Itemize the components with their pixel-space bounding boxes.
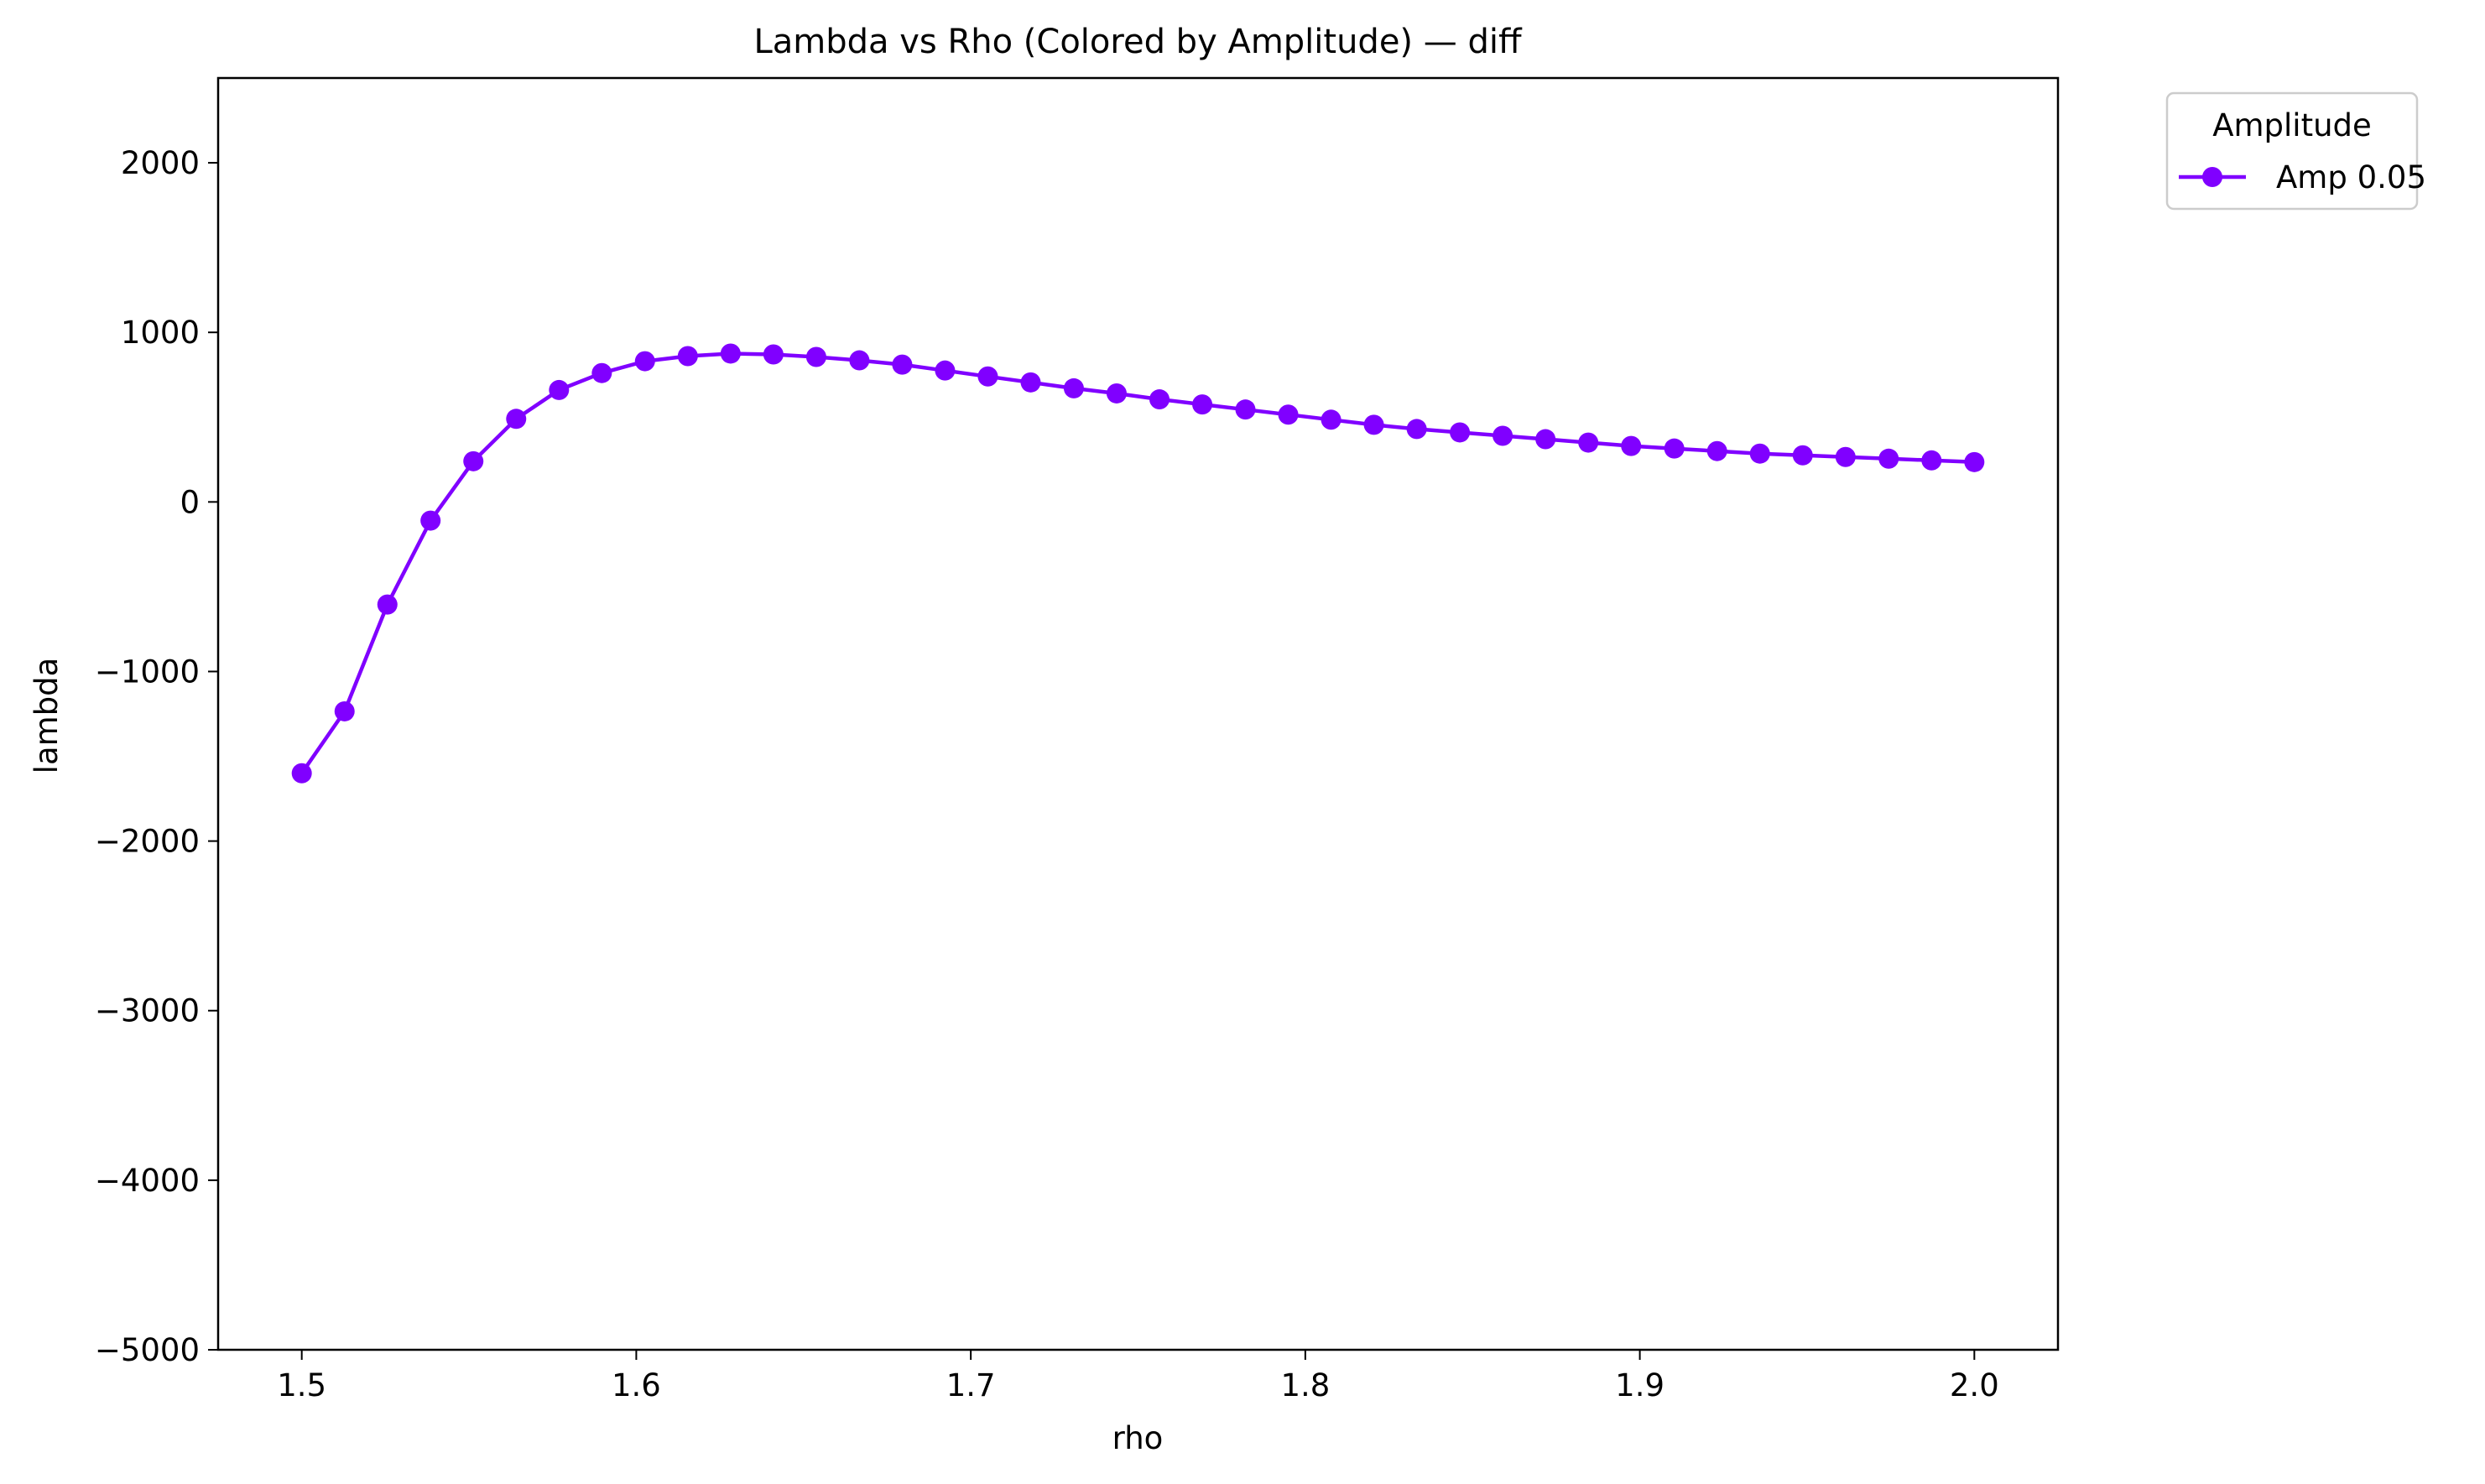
data-point	[1535, 429, 1556, 450]
data-point	[1321, 409, 1341, 430]
y-tick-label: 0	[180, 484, 200, 520]
data-point	[334, 700, 355, 721]
data-point	[1278, 404, 1299, 425]
data-point	[1235, 399, 1256, 420]
data-point	[1020, 372, 1041, 393]
data-point	[506, 409, 527, 430]
data-point	[1921, 450, 1942, 471]
data-point	[1835, 446, 1856, 467]
x-tick-label: 1.8	[1280, 1367, 1330, 1403]
chart-title: Lambda vs Rho (Colored by Amplitude) — d…	[753, 23, 1523, 61]
series-group	[291, 343, 1985, 784]
data-point	[677, 346, 698, 367]
data-point	[763, 344, 784, 365]
data-point	[1493, 425, 1513, 446]
data-point	[1621, 435, 1642, 456]
data-point	[549, 379, 570, 400]
x-tick-label: 1.7	[946, 1367, 996, 1403]
data-point	[1878, 448, 1899, 469]
data-point	[377, 594, 398, 615]
plot-area	[218, 78, 2058, 1350]
data-point	[1749, 443, 1770, 464]
data-point	[935, 360, 956, 381]
data-point	[1450, 422, 1471, 443]
legend-box	[2165, 91, 2419, 211]
data-point	[1578, 432, 1599, 453]
series-line	[300, 351, 1975, 774]
y-axis: −5000 −4000 −3000 −2000 −1000 0 1000 2000	[95, 145, 218, 1368]
y-axis-label: lambda	[29, 658, 65, 774]
data-point	[591, 362, 612, 383]
y-tick-label: −5000	[95, 1332, 200, 1368]
data-point	[849, 350, 870, 371]
x-axis-label: rho	[1112, 1420, 1164, 1456]
legend-label: Amp 0.05	[2276, 159, 2426, 195]
data-point	[1964, 451, 1985, 472]
data-point	[1664, 438, 1685, 459]
y-tick-label: 1000	[121, 315, 200, 351]
x-tick-label: 1.9	[1615, 1367, 1664, 1403]
legend: Amplitude Amp 0.05	[2165, 91, 2426, 211]
data-point	[463, 450, 484, 471]
legend-title: Amplitude	[2212, 107, 2372, 143]
legend-marker	[2202, 167, 2222, 187]
data-point	[892, 354, 913, 375]
x-tick-label: 1.6	[612, 1367, 661, 1403]
data-point	[634, 351, 655, 372]
data-point	[720, 343, 741, 364]
x-axis: 1.5 1.6 1.7 1.8 1.9 2.0	[277, 1350, 1999, 1403]
data-point	[1363, 414, 1384, 435]
data-point	[420, 510, 441, 531]
x-tick-label: 2.0	[1950, 1367, 1999, 1403]
data-point	[1406, 419, 1427, 440]
data-point	[805, 346, 826, 367]
data-point	[1063, 378, 1084, 398]
y-tick-label: −2000	[95, 824, 200, 860]
data-point	[1792, 445, 1813, 466]
y-tick-label: −4000	[95, 1163, 200, 1199]
data-point	[291, 763, 312, 784]
data-point	[1192, 394, 1213, 415]
data-point	[977, 366, 998, 387]
y-tick-label: −1000	[95, 653, 200, 690]
data-point	[1706, 440, 1727, 461]
x-tick-label: 1.5	[277, 1367, 326, 1403]
data-point	[1106, 383, 1127, 404]
plot-frame	[216, 76, 2060, 1351]
data-point	[1149, 389, 1170, 410]
y-tick-label: 2000	[121, 145, 200, 181]
y-tick-label: −3000	[95, 993, 200, 1029]
